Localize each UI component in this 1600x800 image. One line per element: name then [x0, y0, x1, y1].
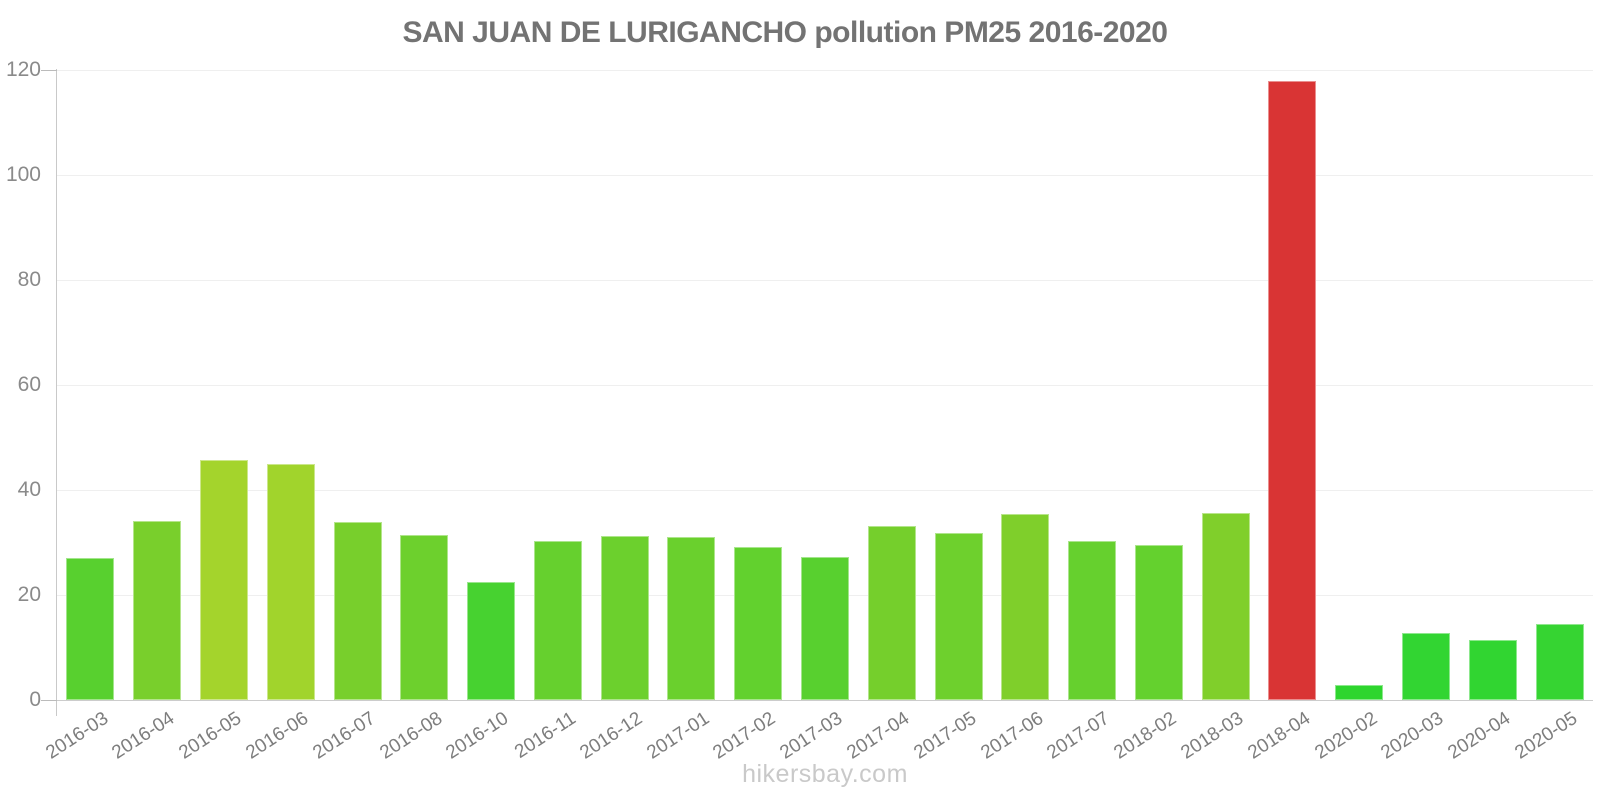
y-axis-line — [56, 69, 57, 716]
x-tick-label-2020-02: 2020-02 — [1310, 708, 1381, 764]
bar-2017-04[interactable] — [867, 525, 916, 700]
x-tick-label-2016-03: 2016-03 — [41, 708, 112, 764]
x-tick-label-2016-11: 2016-11 — [510, 708, 580, 763]
bar-2017-01[interactable] — [667, 537, 716, 700]
y-axis-label-0: 0 — [29, 688, 41, 711]
x-tick-label-2020-04: 2020-04 — [1444, 708, 1515, 764]
x-axis-line — [57, 700, 1593, 701]
gridline-120 — [57, 70, 1593, 71]
x-tick-label-2018-02: 2018-02 — [1110, 708, 1181, 764]
bar-2020-03[interactable] — [1402, 632, 1451, 700]
x-tick-label-2020-03: 2020-03 — [1377, 708, 1448, 764]
y-axis-label-120: 120 — [5, 58, 41, 81]
bar-2016-10[interactable] — [467, 582, 516, 700]
bar-2016-12[interactable] — [600, 535, 649, 700]
gridline-100 — [57, 175, 1593, 176]
y-axis-label-80: 80 — [17, 268, 41, 291]
x-tick-label-2017-02: 2017-02 — [709, 708, 780, 764]
chart-title: SAN JUAN DE LURIGANCHO pollution PM25 20… — [402, 16, 1168, 49]
x-tick-label-2017-03: 2017-03 — [776, 708, 847, 764]
y-axis-label-60: 60 — [17, 373, 41, 396]
x-tick-label-2016-05: 2016-05 — [175, 708, 246, 764]
bar-2017-06[interactable] — [1001, 513, 1050, 700]
x-tick-label-2017-01: 2017-01 — [642, 708, 713, 764]
y-axis-tick-120 — [41, 70, 57, 71]
bar-2016-07[interactable] — [333, 521, 382, 700]
x-tick-label-2016-06: 2016-06 — [242, 708, 313, 764]
plot-area — [57, 70, 1593, 700]
bar-2017-02[interactable] — [734, 546, 783, 700]
gridline-60 — [57, 385, 1593, 386]
bar-2018-02[interactable] — [1134, 544, 1183, 700]
bar-2016-03[interactable] — [66, 558, 115, 700]
y-axis-label-40: 40 — [17, 478, 41, 501]
gridline-80 — [57, 280, 1593, 281]
bar-2016-08[interactable] — [400, 534, 449, 700]
y-axis-label-100: 100 — [5, 163, 41, 186]
bar-2016-06[interactable] — [266, 464, 315, 700]
bar-2017-03[interactable] — [801, 556, 849, 700]
x-tick-label-2017-05: 2017-05 — [910, 708, 981, 764]
bar-2020-02[interactable] — [1335, 685, 1384, 700]
bar-2016-11[interactable] — [533, 541, 582, 700]
y-axis-label-20: 20 — [17, 583, 41, 606]
bar-2020-04[interactable] — [1468, 640, 1517, 700]
bar-2016-05[interactable] — [199, 460, 248, 700]
gridline-40 — [57, 490, 1593, 491]
x-tick-label-2017-04: 2017-04 — [843, 708, 914, 764]
y-axis-tick-0 — [41, 700, 57, 701]
watermark: hikersbay.com — [742, 760, 908, 788]
x-tick-label-2016-08: 2016-08 — [375, 708, 446, 764]
x-tick-label-2018-04: 2018-04 — [1244, 708, 1314, 764]
bar-2017-05[interactable] — [934, 532, 983, 700]
bar-2018-04[interactable] — [1268, 80, 1317, 700]
bar-2016-04[interactable] — [133, 520, 182, 700]
x-tick-label-2016-04: 2016-04 — [108, 708, 179, 764]
bar-2020-05[interactable] — [1535, 624, 1584, 700]
x-tick-label-2017-06: 2017-06 — [976, 708, 1047, 764]
x-tick-label-2017-07: 2017-07 — [1043, 708, 1114, 764]
x-tick-label-2020-05: 2020-05 — [1511, 708, 1582, 764]
x-tick-label-2018-03: 2018-03 — [1177, 708, 1248, 764]
x-tick-label-2016-07: 2016-07 — [309, 708, 379, 764]
bar-2017-07[interactable] — [1068, 541, 1117, 700]
x-tick-label-2016-12: 2016-12 — [576, 708, 647, 764]
x-tick-label-2016-10: 2016-10 — [442, 708, 513, 764]
bar-2018-03[interactable] — [1201, 512, 1250, 700]
